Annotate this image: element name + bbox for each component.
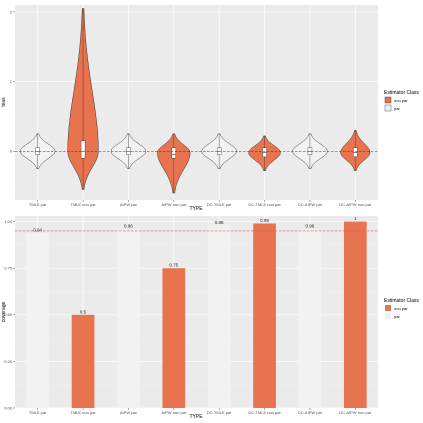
violin-box-dc-aipw-non-par [353, 147, 358, 158]
violin-legend-title: Estimator Class [384, 90, 420, 96]
violin-y-tick-label: 0 [10, 149, 13, 154]
violin-x-tick-label: AIPW non par [161, 202, 187, 207]
bar-y-tick-label: 0.00 [4, 405, 13, 410]
bar-dc-aipw-non-par [343, 221, 367, 408]
violin-y-axis-title: bias [1, 97, 7, 107]
bar-y-axis-title: coverage [1, 302, 7, 323]
violin-legend: Estimator Class non par par [384, 90, 420, 112]
bar-x-axis-title: TYPE [189, 414, 203, 420]
bar-x-tick-label: DC-AIPW par [298, 410, 323, 415]
bar-dc-tmle-par [207, 225, 231, 408]
bar-aipw-par [117, 229, 140, 408]
bar-value-label: 0.99 [260, 218, 269, 223]
bar-value-label: 0.94 [33, 227, 42, 232]
violin-chart: 0 1 2 TMLE par TMLE non par AIPW par AIPW non… [1, 5, 420, 212]
bar-value-label: 0.96 [124, 224, 133, 229]
violin-x-tick-label: DC-AIPW par [298, 202, 323, 207]
violin-legend-key-par [384, 104, 392, 112]
violin-box-dc-tmle-non-par [262, 147, 267, 158]
violin-box-tmle-non-par [80, 140, 86, 159]
violin-x-tick-label: TMLE par [29, 202, 47, 207]
violin-x-tick-label: DC-TMLE non par [248, 202, 281, 207]
bar-legend-label-nonpar: non par [394, 306, 408, 311]
bar-y-tick-label: 1.00 [4, 219, 13, 224]
bar-value-label: 0.75 [169, 263, 178, 268]
violin-plot-panel [15, 5, 378, 200]
bar-x-tick-label: DC-TMLE non par [248, 410, 281, 415]
bar-x-tick-label: AIPW non par [161, 410, 187, 415]
bar-value-label: 0.96 [306, 224, 315, 229]
bar-dc-tmle-non-par [253, 223, 276, 408]
bar-y-tick-label: 0.75 [4, 266, 13, 271]
bar-legend-key-nonpar [385, 305, 391, 311]
violin-x-axis-title: TYPE [189, 206, 203, 212]
violin-legend-label-par: par [394, 106, 400, 111]
bar-y-tick-label: 0.25 [4, 359, 13, 364]
bar-x-tick-label: AIPW par [120, 410, 138, 415]
violin-y-tick-label: 2 [10, 9, 13, 14]
bar-legend: Estimator Class non par par [384, 298, 420, 319]
bar-chart: 0.94 0.5 0.96 0.75 0.98 0.99 0.96 1 0.00 0.25 0.5… [1, 216, 420, 420]
bar-legend-title: Estimator Class [384, 298, 420, 304]
bar-dc-aipw-par [298, 229, 322, 408]
bar-tmle-non-par [71, 314, 95, 408]
bar-x-tick-label: TMLE non par [70, 410, 96, 415]
bar-value-label: 1 [354, 216, 357, 221]
bar-aipw-non-par [162, 268, 186, 408]
bar-tmle-par [26, 232, 50, 408]
bar-x-tick-label: TMLE par [29, 410, 47, 415]
violin-x-tick-label: DC-AIPW non par [339, 202, 372, 207]
violin-legend-key-nonpar [384, 96, 392, 104]
bar-x-tick-label: DC-TMLE par [207, 410, 232, 415]
violin-x-tick-label: AIPW par [120, 202, 138, 207]
violin-box-aipw-non-par [171, 147, 177, 159]
bar-y-tick-label: 0.50 [4, 312, 13, 317]
bar-x-tick-label: DC-AIPW non par [339, 410, 372, 415]
violin-x-tick-label: TMLE non par [70, 202, 96, 207]
bar-value-label: 0.98 [215, 220, 224, 225]
bar-value-label: 0.5 [80, 309, 87, 314]
violin-y-tick-label: 1 [10, 79, 13, 84]
violin-legend-label-nonpar: non par [394, 98, 408, 103]
bar-legend-key-par [385, 313, 391, 319]
bar-legend-label-par: par [394, 314, 400, 319]
violin-x-tick-label: DC-TMLE par [207, 202, 232, 207]
